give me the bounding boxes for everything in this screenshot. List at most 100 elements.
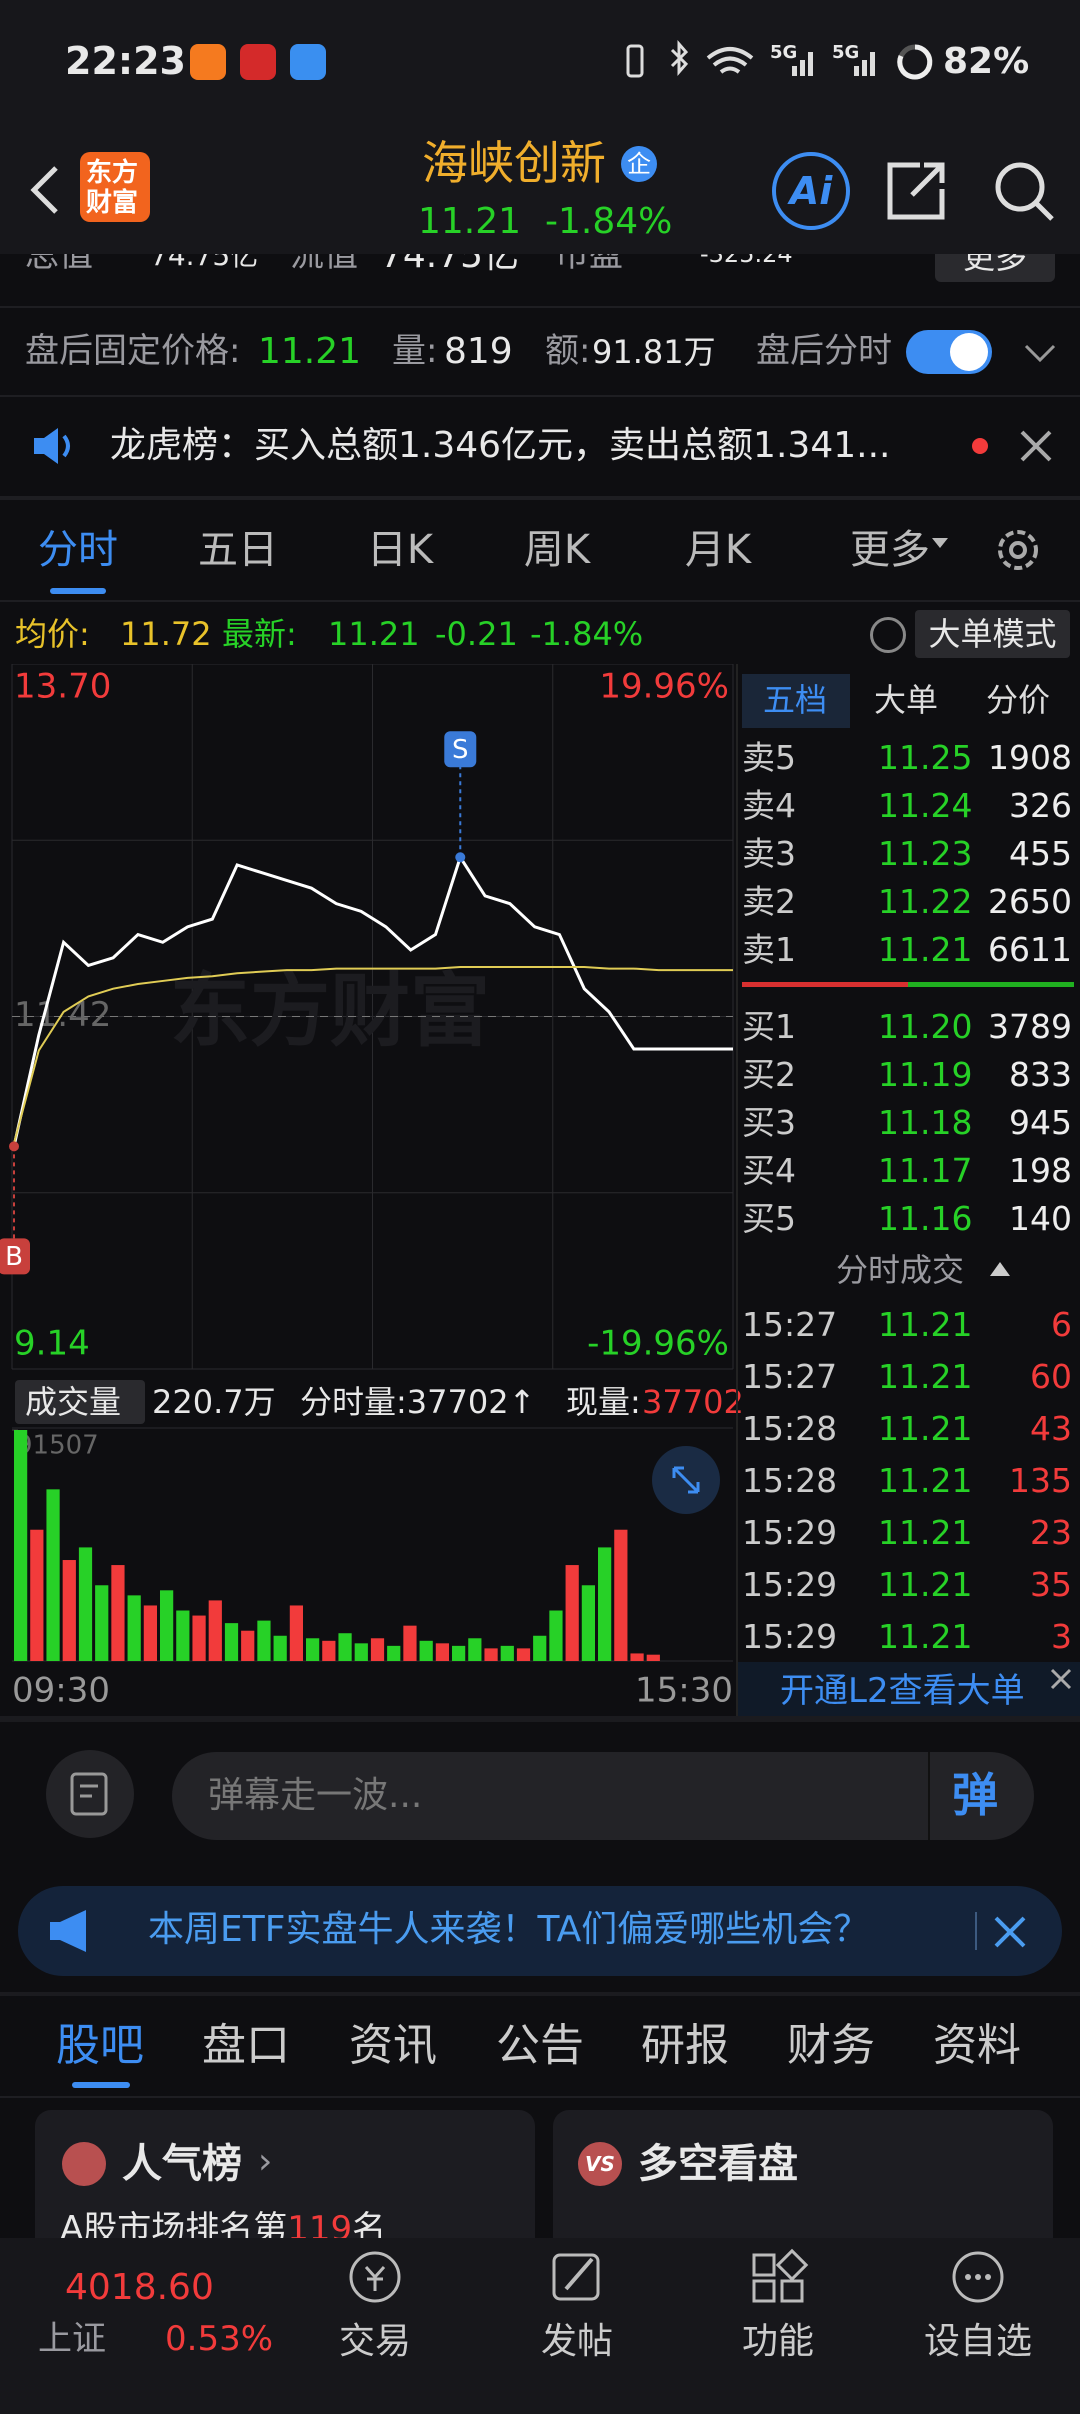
- volume-bar: [435, 1643, 450, 1661]
- volume-bar: [62, 1560, 76, 1661]
- help-icon[interactable]: [870, 617, 906, 653]
- bid-volume: 833: [1009, 1055, 1072, 1094]
- ask-label: 卖2: [742, 882, 796, 921]
- danmaku-button[interactable]: 弹: [952, 1768, 998, 1822]
- volume-bar: [549, 1610, 563, 1661]
- ah-label: 盘后固定价格:: [25, 331, 241, 371]
- volume-bar: [176, 1610, 190, 1661]
- marker-label: S: [452, 735, 469, 765]
- chart-tab[interactable]: 更多: [850, 527, 930, 573]
- trade-price: 11.21: [878, 1357, 973, 1396]
- trade-label: 15:27: [742, 1357, 838, 1396]
- book-tab[interactable]: 分价: [985, 681, 1050, 719]
- volume-bar: [403, 1625, 417, 1661]
- trade-label: 15:27: [742, 1305, 838, 1344]
- volume-select[interactable]: 成交量: [15, 1380, 145, 1424]
- danmaku-placeholder[interactable]: 弹幕走一波...: [208, 1775, 423, 1816]
- volume-bar: [289, 1605, 304, 1661]
- banner-text[interactable]: 本周ETF实盘牛人来袭！TA们偏爱哪些机会？: [148, 1909, 870, 1950]
- ask-price: 11.25: [878, 738, 973, 777]
- volume-bar: [143, 1605, 158, 1661]
- card-title[interactable]: 人气榜: [122, 2141, 242, 2187]
- chart-tab[interactable]: 分时: [38, 527, 118, 573]
- index-name[interactable]: 上证: [38, 2319, 106, 2359]
- volume-bar: [78, 1547, 93, 1661]
- header-icons[interactable]: [880, 155, 1060, 225]
- input-divider: [928, 1752, 930, 1840]
- minute-volume: 分时量:37702↑: [300, 1383, 536, 1421]
- battery: 82%: [943, 41, 1030, 82]
- nav-item[interactable]: 交易: [338, 2321, 411, 2362]
- bid-price: 11.18: [878, 1103, 973, 1142]
- trade-price: 11.21: [878, 1617, 973, 1656]
- volume-bar: [30, 1529, 44, 1661]
- section-tab[interactable]: 公告: [496, 2020, 584, 2071]
- bid-volume: 945: [1009, 1103, 1072, 1142]
- volume-bar: [224, 1623, 239, 1661]
- volume-bar: [241, 1630, 255, 1661]
- app-icon: [190, 44, 226, 80]
- section-tab[interactable]: 财务: [787, 2020, 875, 2071]
- price-line: [12, 853, 733, 1147]
- trade-price: 11.21: [878, 1461, 973, 1500]
- volume-bar: [257, 1620, 271, 1661]
- section-tab[interactable]: 研报: [641, 2020, 729, 2071]
- ask-volume: 326: [1009, 786, 1072, 825]
- panel-divider: [736, 664, 738, 1716]
- bid-price: 11.19: [878, 1055, 973, 1094]
- index-value[interactable]: 4018.60: [65, 2267, 214, 2308]
- trade-volume: 60: [1030, 1357, 1072, 1396]
- trades-title[interactable]: 分时成交: [836, 1251, 965, 1289]
- volume-bar: [387, 1645, 401, 1661]
- nav-item[interactable]: 发帖: [540, 2321, 613, 2362]
- volume-bar: [468, 1638, 482, 1661]
- chart-tab[interactable]: 日K: [366, 527, 434, 573]
- trade-price: 11.21: [878, 1409, 973, 1448]
- network: 5G: [832, 42, 860, 63]
- book-tab[interactable]: 大单: [873, 681, 938, 719]
- divider: [0, 1992, 1080, 1996]
- change: -0.21: [435, 615, 518, 653]
- chart-tab[interactable]: 五日: [198, 527, 278, 573]
- danmaku-input[interactable]: [172, 1752, 1034, 1840]
- chart-tab[interactable]: 月K: [684, 527, 752, 573]
- more-button[interactable]: 更多: [935, 254, 1055, 282]
- trade-label: 15:29: [742, 1565, 838, 1604]
- nav-item[interactable]: 功能: [741, 2321, 814, 2362]
- expand-button[interactable]: [652, 1446, 720, 1514]
- close-upgrade[interactable]: [1046, 1664, 1076, 1694]
- chart-tab[interactable]: 周K: [523, 527, 591, 573]
- danmaku-icon[interactable]: [46, 1750, 134, 1838]
- ai-button[interactable]: Ai: [772, 152, 850, 230]
- toggle[interactable]: [906, 330, 992, 374]
- ah-label: 量:: [392, 331, 438, 371]
- banner[interactable]: [18, 1886, 1062, 1976]
- ask-price: 11.21: [878, 930, 973, 969]
- chevron[interactable]: [1020, 338, 1060, 368]
- index-change[interactable]: 0.53%: [165, 2319, 274, 2359]
- book-tab[interactable]: 五档: [762, 681, 827, 719]
- mode-button[interactable]: 大单模式: [915, 610, 1070, 658]
- section-tab[interactable]: 资讯: [349, 2020, 437, 2071]
- card-arrow: ›: [258, 2141, 273, 2182]
- volume-bar: [322, 1640, 336, 1661]
- notice[interactable]: 龙虎榜：买入总额1.346亿元，卖出总额1.341...: [110, 425, 891, 466]
- marker-label: B: [5, 1242, 23, 1272]
- network: 5G: [770, 42, 798, 63]
- settings[interactable]: [990, 522, 1046, 578]
- section-tab[interactable]: 股吧: [56, 2020, 144, 2071]
- section-tab[interactable]: 盘口: [202, 2020, 290, 2071]
- dropdown-arrow: [932, 538, 948, 548]
- upgrade[interactable]: 开通L2查看大单: [780, 1671, 1025, 1711]
- trade-volume: 23: [1030, 1513, 1072, 1552]
- back-button[interactable]: [20, 160, 70, 220]
- close-notice[interactable]: [1018, 428, 1054, 464]
- banner-close[interactable]: [990, 1912, 1030, 1952]
- bid-volume: 3789: [988, 1007, 1072, 1046]
- section-tab[interactable]: 资料: [933, 2020, 1021, 2071]
- top-bar: [0, 0, 1080, 254]
- upgrade-bar[interactable]: [738, 1662, 1080, 1716]
- nav-item[interactable]: 设自选: [923, 2321, 1032, 2362]
- card-title[interactable]: 多空看盘: [638, 2141, 798, 2187]
